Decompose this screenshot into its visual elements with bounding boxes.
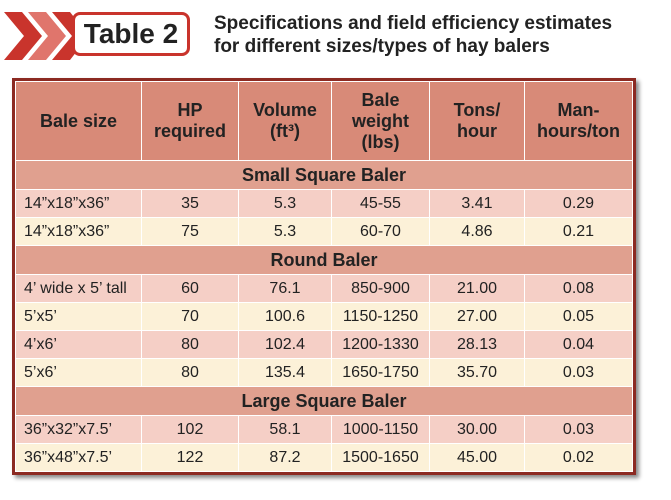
column-header: Tons/hour	[429, 81, 525, 161]
cell: 60-70	[331, 217, 430, 246]
cell: 122	[141, 443, 239, 472]
section-row: Round Baler	[15, 245, 633, 275]
cell: 5.3	[238, 217, 332, 246]
cell: 0.02	[524, 443, 633, 472]
column-header: Man-hours/ton	[524, 81, 633, 161]
cell: 1000-1150	[331, 415, 430, 444]
header-line: hour	[457, 121, 497, 141]
cell: 0.03	[524, 415, 633, 444]
cell: 80	[141, 330, 239, 359]
table-title: Specifications and field efficiency esti…	[214, 12, 612, 58]
cell: 5.3	[238, 189, 332, 218]
cell: 135.4	[238, 358, 332, 387]
section-row: Large Square Baler	[15, 386, 633, 416]
spec-table: Bale size HP required Volume (ft³) Bale weight…	[15, 81, 633, 472]
cell: 0.04	[524, 330, 633, 359]
column-header: Bale size	[15, 81, 142, 161]
cell: 102.4	[238, 330, 332, 359]
data-row: 14”x18”x36” 35 5.3 45-55 3.41 0.29	[15, 189, 633, 218]
cell: 70	[141, 302, 239, 331]
cell: 0.08	[524, 274, 633, 303]
data-row: 36”x32”x7.5’ 102 58.1 1000-1150 30.00 0.03	[15, 415, 633, 444]
cell: 21.00	[429, 274, 525, 303]
header-line: Man-	[557, 100, 600, 120]
header-line: required	[153, 121, 227, 141]
cell: 14”x18”x36”	[15, 217, 142, 246]
header-line: weight	[352, 110, 409, 131]
column-header: Volume (ft³)	[238, 81, 332, 161]
header-line: Bale size	[39, 110, 118, 131]
cell: 5’x5’	[15, 302, 142, 331]
cell: 35.70	[429, 358, 525, 387]
cell: 45.00	[429, 443, 525, 472]
cell: 1150-1250	[331, 302, 430, 331]
cell: 30.00	[429, 415, 525, 444]
cell: 3.41	[429, 189, 525, 218]
section-title: Small Square Baler	[15, 160, 633, 190]
data-row: 5’x5’ 70 100.6 1150-1250 27.00 0.05	[15, 302, 633, 331]
cell: 14”x18”x36”	[15, 189, 142, 218]
table-body: Small Square Baler 14”x18”x36” 35 5.3 45-55 3…	[15, 160, 633, 472]
table-label: Table 2	[72, 12, 190, 56]
data-row: 4’x6’ 80 102.4 1200-1330 28.13 0.04	[15, 330, 633, 359]
header-line: hours/ton	[537, 121, 620, 141]
header-row: Bale size HP required Volume (ft³) Bale weight…	[15, 81, 633, 161]
cell: 36”x32”x7.5’	[15, 415, 142, 444]
cell: 87.2	[238, 443, 332, 472]
cell: 4’x6’	[15, 330, 142, 359]
title-line: Specifications and field efficiency esti…	[214, 13, 613, 34]
title-line: for different sizes/types of hay balers	[214, 36, 550, 57]
cell: 102	[141, 415, 239, 444]
cell: 0.03	[524, 358, 633, 387]
data-row: 4’ wide x 5’ tall 60 76.1 850-900 21.00 0.08	[15, 274, 633, 303]
header-line: Volume	[253, 100, 317, 120]
cell: 0.05	[524, 302, 633, 331]
cell: 850-900	[331, 274, 430, 303]
header-line: HP	[177, 100, 203, 120]
data-row: 14”x18”x36” 75 5.3 60-70 4.86 0.21	[15, 217, 633, 246]
cell: 80	[141, 358, 239, 387]
column-header: Bale weight (lbs)	[331, 81, 430, 161]
data-row: 36”x48”x7.5’ 122 87.2 1500-1650 45.00 0.02	[15, 443, 633, 472]
cell: 27.00	[429, 302, 525, 331]
header-line: (ft³)	[270, 121, 300, 141]
cell: 60	[141, 274, 239, 303]
cell: 4’ wide x 5’ tall	[15, 274, 142, 303]
cell: 28.13	[429, 330, 525, 359]
cell: 1650-1750	[331, 358, 430, 387]
cell: 1200-1330	[331, 330, 430, 359]
cell: 36”x48”x7.5’	[15, 443, 142, 472]
table-frame: Bale size HP required Volume (ft³) Bale weight…	[12, 78, 636, 475]
cell: 100.6	[238, 302, 332, 331]
cell: 45-55	[331, 189, 430, 218]
cell: 0.29	[524, 189, 633, 218]
header-line: Tons/	[453, 100, 501, 120]
header-line: (lbs)	[361, 131, 400, 152]
header-line: Bale	[361, 89, 400, 110]
section-title: Round Baler	[15, 245, 633, 275]
column-header: HP required	[141, 81, 239, 161]
data-row: 5’x6’ 80 135.4 1650-1750 35.70 0.03	[15, 358, 633, 387]
cell: 4.86	[429, 217, 525, 246]
section-title: Large Square Baler	[15, 386, 633, 416]
cell: 35	[141, 189, 239, 218]
section-row: Small Square Baler	[15, 160, 633, 190]
cell: 58.1	[238, 415, 332, 444]
cell: 0.21	[524, 217, 633, 246]
cell: 75	[141, 217, 239, 246]
cell: 76.1	[238, 274, 332, 303]
cell: 5’x6’	[15, 358, 142, 387]
cell: 1500-1650	[331, 443, 430, 472]
